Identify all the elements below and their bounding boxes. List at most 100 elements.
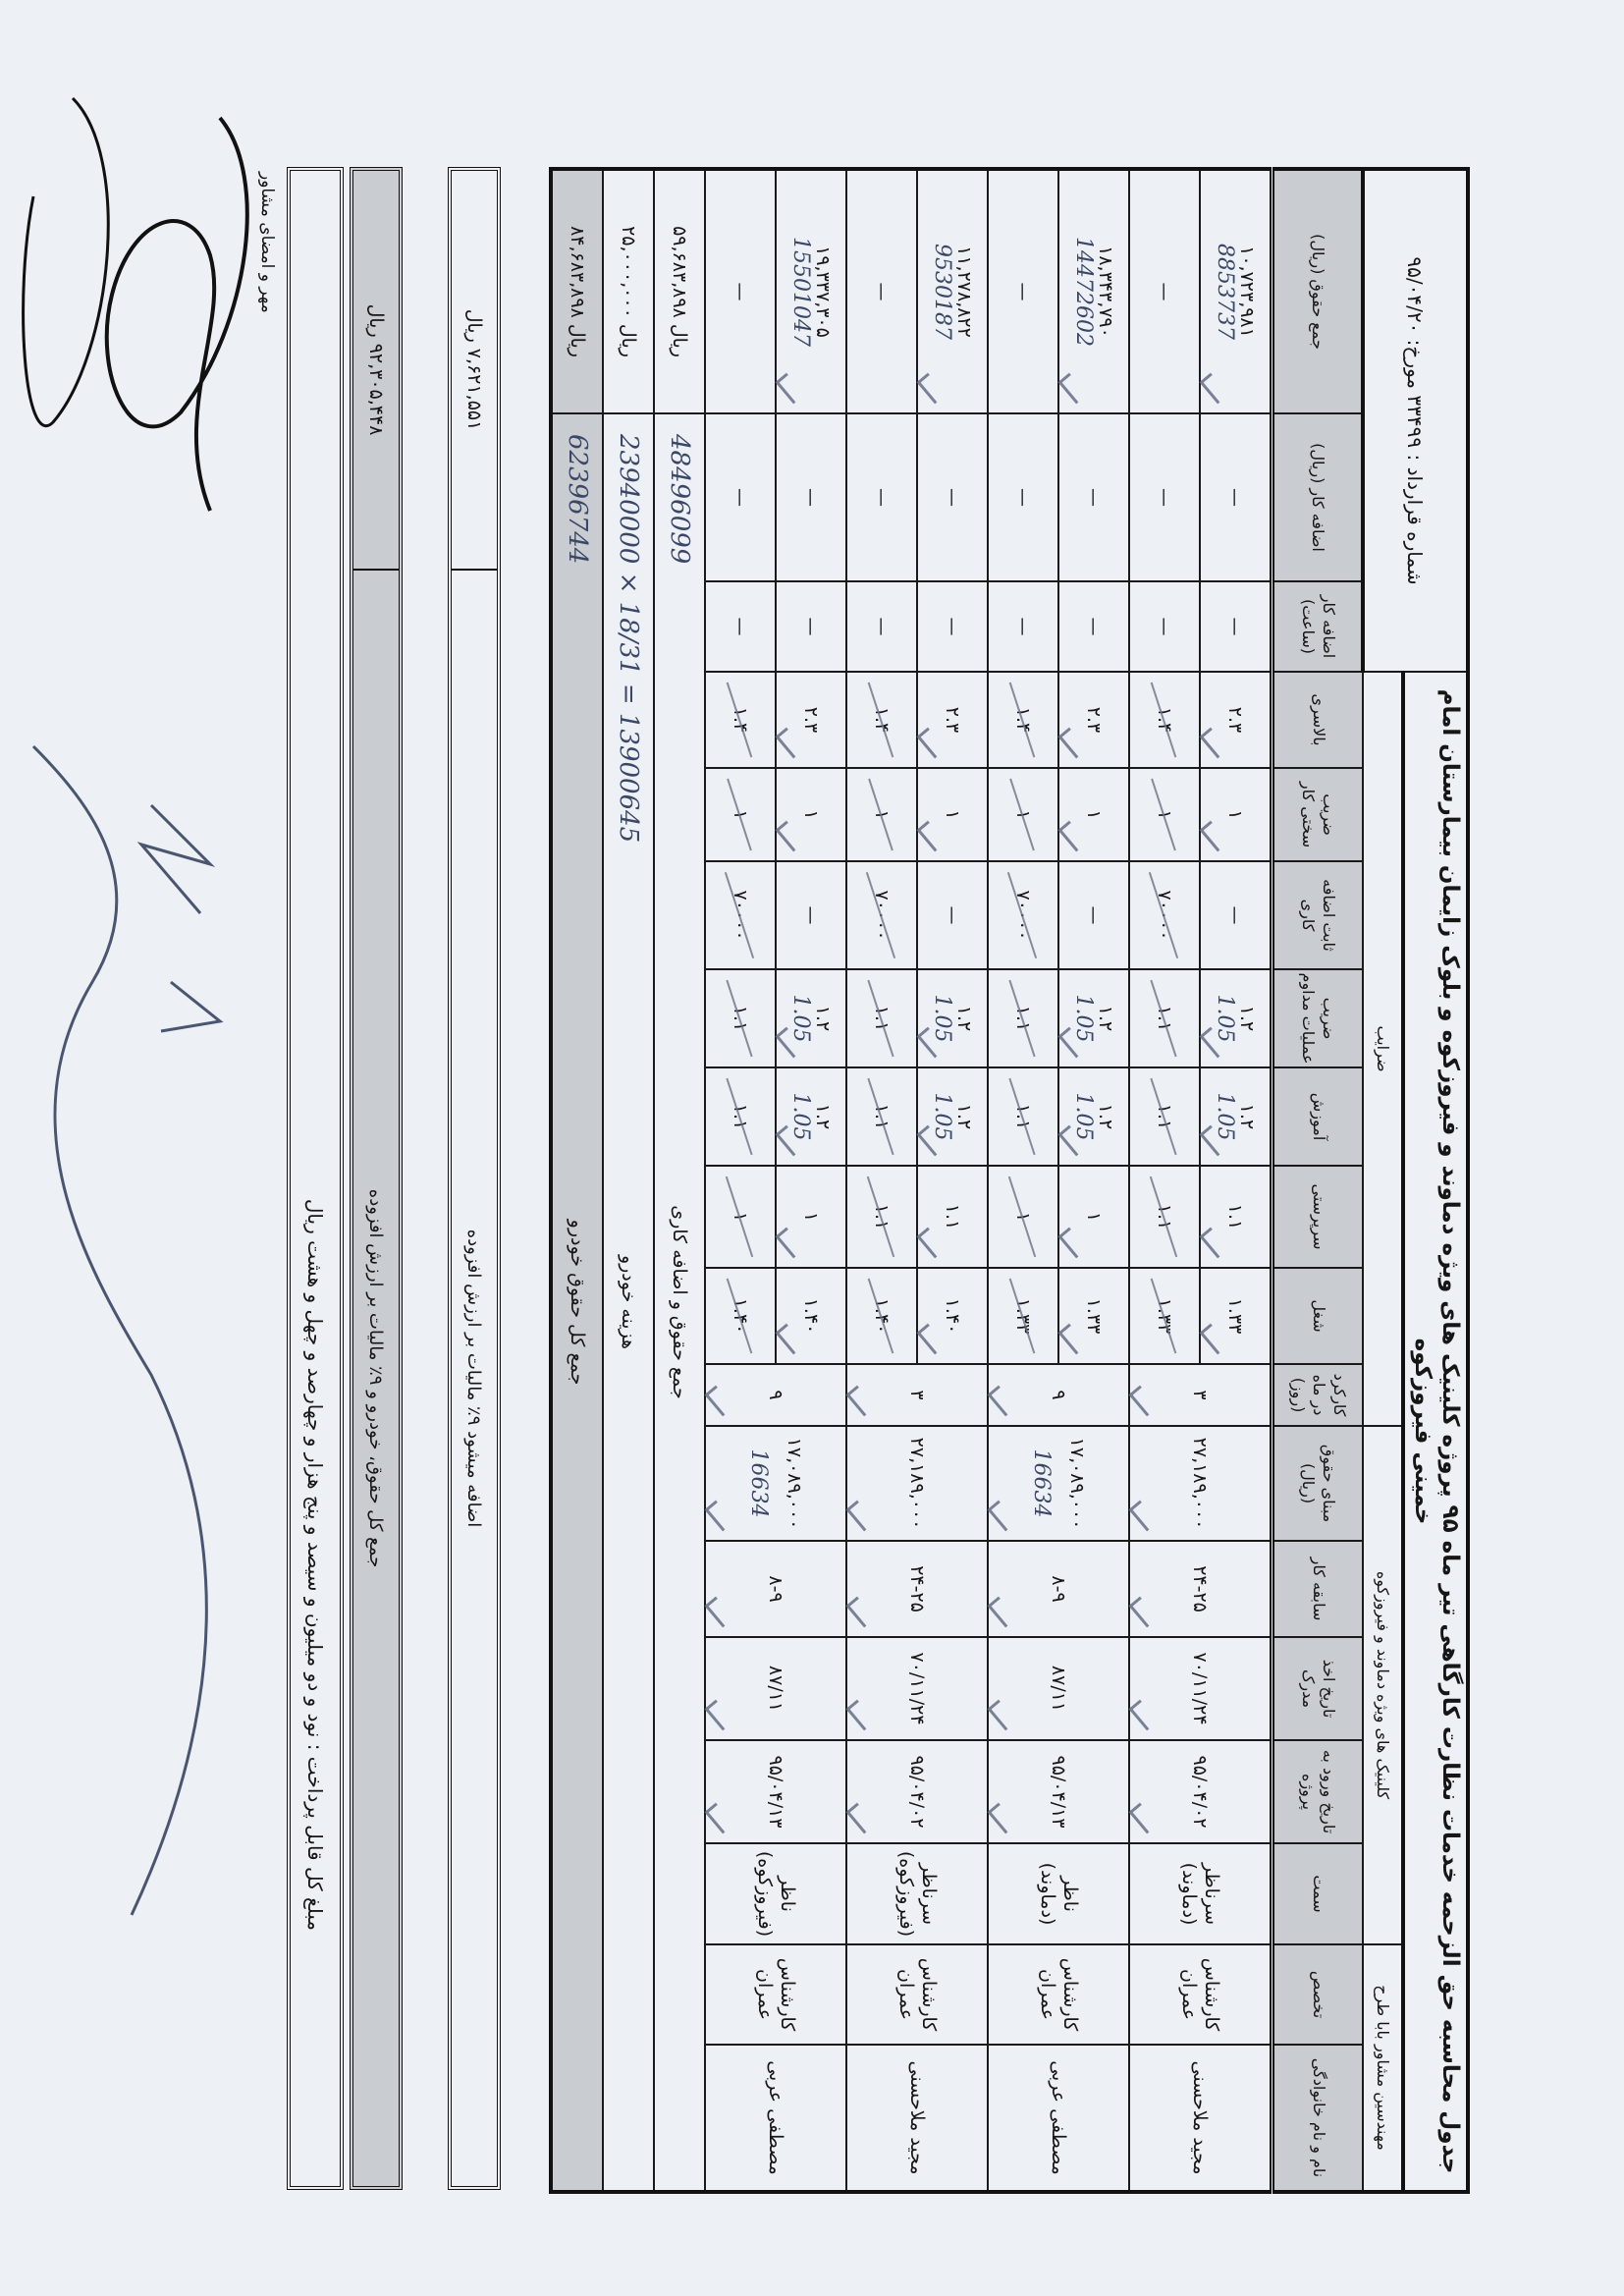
handwritten-total: 8853737 xyxy=(1212,244,1237,340)
cell-work-days: ۹ xyxy=(988,1364,1129,1427)
vat-value: ۷,۶۲۱,۵۵۱ ریال xyxy=(452,171,497,571)
cell-value: ۱ xyxy=(1083,1211,1106,1223)
cell-position: ناظر (فیروزکوه) xyxy=(705,1843,846,1945)
cell-lower: — xyxy=(1129,169,1200,413)
cell-upper: ۱ xyxy=(1200,768,1272,862)
cell-value: ۱.۱ xyxy=(1012,1103,1035,1130)
cell-value: ۱.۳۳ xyxy=(1154,1297,1176,1335)
summary-label: هزینه خودرو 23940000 × 18/31 = 13900645 xyxy=(603,413,654,2193)
cell-value: — xyxy=(1154,488,1176,507)
cell-value: ۱.۱ xyxy=(1154,1203,1176,1230)
table-row: ۱۱,۲۷۸,۸۲۲ 9530187— —۲.۳ ۱—۱.۲ 1.05 ۱.۲ 1.05 ۱.… xyxy=(846,169,988,2193)
cell-value: ۲.۳ xyxy=(1224,706,1247,734)
cell-upper: — xyxy=(1058,413,1129,581)
cell-value: ۱.۳۳ xyxy=(1012,1297,1035,1335)
cell-lower: ۱.۱ xyxy=(1129,1166,1200,1269)
cell-value: ۱ xyxy=(1012,1211,1035,1223)
cell-upper: — xyxy=(1058,861,1129,970)
cell-experience: ۸-۹ xyxy=(988,1541,1129,1638)
cell-value: — xyxy=(871,282,893,301)
column-header: سابقه کار xyxy=(1272,1541,1363,1638)
cell-lower: — xyxy=(988,413,1058,581)
column-header: تاریخ ورود به پروژه xyxy=(1272,1740,1363,1844)
handwritten-coefficient: 1.05 xyxy=(1212,994,1237,1043)
cell-value: ۱.۱ xyxy=(1154,1005,1176,1032)
vat-label: اضافه میشود ۹٪ مالیات بر ارزش افزوده xyxy=(463,1229,485,1528)
column-header: کارکرد در ماه (روز) xyxy=(1272,1364,1363,1427)
cell-value: ۱۰,۷۲۳,۹۸۱ xyxy=(1236,246,1259,338)
column-header: اضافه کار (ساعت) xyxy=(1272,581,1363,673)
cell-value: ۱ xyxy=(730,809,752,820)
handwritten-summary: 48496099 xyxy=(665,434,694,565)
cell-value: — xyxy=(1224,488,1247,507)
cell-lower: ۱.۱ xyxy=(705,1067,776,1167)
cell-position: ناظر (دماوند) xyxy=(988,1843,1129,1945)
summary-label-text: هزینه خودرو xyxy=(618,1254,640,1350)
cell-value: — xyxy=(1154,282,1176,301)
column-header: تاریخ اخذ مدرک xyxy=(1272,1637,1363,1741)
cell-upper: ۱۹,۳۳۷,۳۰۵ 15501047 xyxy=(776,169,846,413)
cell-value: ۱ xyxy=(1012,809,1035,820)
cell-lower: — xyxy=(1129,413,1200,581)
table-row: ۱۰,۷۲۳,۹۸۱ 8853737 — — ۲.۳ ۱ — ۱.۲ 1.05 ۱.۲ 1.05 ۱.… xyxy=(1129,169,1272,2193)
cell-lower: ۱.۴ xyxy=(988,672,1058,769)
cell-lower: ۱ xyxy=(846,768,917,862)
cell-upper: — xyxy=(917,413,988,581)
cell-work-days: ۹ xyxy=(705,1364,846,1427)
cell-value: ۲.۳ xyxy=(942,706,964,734)
cell-value: ۷۰/۱۱/۲۴ xyxy=(906,1652,929,1725)
cell-value: — xyxy=(871,617,893,636)
cell-value: ۱ xyxy=(800,1211,823,1223)
cell-lower: — xyxy=(988,169,1058,413)
cell-value: — xyxy=(730,617,752,636)
cell-value: ۱.۴۰ xyxy=(871,1297,893,1335)
cell-value: ۷۰۰۰۰ xyxy=(1012,890,1035,941)
cell-value: ۲۴-۲۵ xyxy=(906,1565,929,1613)
document-title: جدول محاسبه حق الزحمه خدمات نظارت کارگاه… xyxy=(1403,672,1468,2193)
cell-name: مجید ملاحسنی xyxy=(846,2045,988,2193)
cell-lower: ۱.۴ xyxy=(846,672,917,769)
summary-value: ۲۵,۰۰۰,۰۰۰ ریال xyxy=(603,169,654,413)
signature-scribble xyxy=(104,116,249,512)
cell-upper: ۱.۴۰ xyxy=(917,1268,988,1365)
cell-value: ۱.۴۰ xyxy=(942,1297,964,1335)
cell-upper: — xyxy=(776,581,846,673)
cell-upper: ۱ xyxy=(917,768,988,862)
cell-lower: ۷۰۰۰۰ xyxy=(705,861,776,970)
cell-lower: ۱ xyxy=(705,1166,776,1269)
column-header: آموزش xyxy=(1272,1067,1363,1167)
pen-stroke xyxy=(31,744,208,1916)
cell-value: ۱.۴ xyxy=(730,706,752,734)
cell-lower: ۱ xyxy=(988,1166,1058,1269)
cell-value: — xyxy=(1083,488,1106,507)
cell-value: ۱.۱ xyxy=(871,1203,893,1230)
cell-work-days: ۳ xyxy=(846,1364,988,1427)
cell-value: سرناظر (فیروزکوه) xyxy=(895,1850,940,1938)
cell-lower: ۷۰۰۰۰ xyxy=(846,861,917,970)
stamp-signature-label: مهر و امضای مشاور xyxy=(257,172,277,313)
cell-upper: — xyxy=(1200,581,1272,673)
cell-upper: ۱.۲ 1.05 xyxy=(917,969,988,1068)
cell-upper: ۱.۲ 1.05 xyxy=(1200,1067,1272,1167)
handwritten-total: 14472602 xyxy=(1070,237,1096,347)
cell-value: ۱.۴۰ xyxy=(730,1297,752,1335)
cell-lower: ۱.۱ xyxy=(846,1166,917,1269)
cell-lower: ۱.۱ xyxy=(988,969,1058,1068)
cell-value: ۱.۲ xyxy=(812,1103,835,1130)
cell-upper: ۱.۲ 1.05 xyxy=(1200,969,1272,1068)
handwritten-base: 16634 xyxy=(745,1449,771,1518)
cell-value: — xyxy=(800,488,823,507)
handwritten-coefficient: 1.05 xyxy=(929,994,954,1043)
amount-in-words: مبلغ کل قابل پرداخت : نود و دو میلیون و … xyxy=(287,167,344,2190)
cell-value: ۱.۴ xyxy=(871,706,893,734)
cell-degree-date: ۸۷/۱۱ xyxy=(705,1637,846,1741)
cell-specialty: کارشناس عمران xyxy=(988,1944,1129,2046)
project-group-header: کلینیک های ویژه دماوند و فیروزکوه xyxy=(1363,1426,1403,1945)
cell-lower: — xyxy=(705,413,776,581)
cell-value: مصطفی عربی xyxy=(765,2060,787,2175)
cell-lower: ۱.۴ xyxy=(705,672,776,769)
cell-value: ۱.۱ xyxy=(1012,1005,1035,1032)
cell-value: — xyxy=(800,905,823,925)
cell-upper: ۱.۲ 1.05 xyxy=(776,969,846,1068)
cell-lower: — xyxy=(988,581,1058,673)
